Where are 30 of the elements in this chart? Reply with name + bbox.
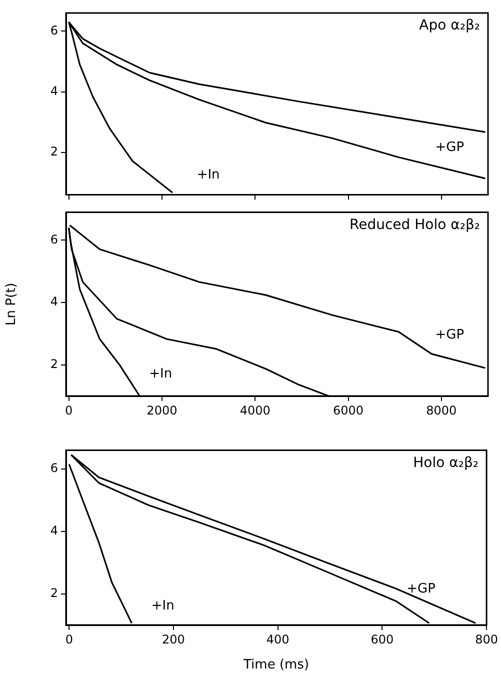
x-tick-label: 0: [64, 403, 73, 418]
annotation: +In: [149, 366, 172, 382]
annotation: +In: [196, 168, 220, 183]
y-tick-label: 2: [50, 144, 58, 159]
x-tick-label: 8000: [426, 403, 457, 418]
annotation: +GP: [435, 140, 464, 155]
x-tick-label: 800: [475, 632, 498, 646]
y-tick-label: 2: [50, 356, 58, 371]
x-tick-label: 4000: [240, 403, 270, 418]
y-tick-label: 2: [50, 586, 58, 600]
y-tick-label: 6: [50, 23, 58, 38]
annotation: +GP: [406, 582, 436, 597]
x-tick-label: 400: [266, 632, 290, 646]
y-tick-label: 6: [50, 461, 58, 476]
x-axis-title: Time (ms): [242, 658, 310, 673]
chart-title: Apo α₂β₂: [419, 18, 480, 34]
x-tick-label: 600: [370, 632, 394, 646]
y-axis-title: Ln P(t): [4, 282, 20, 326]
y-tick-label: 4: [50, 294, 58, 309]
x-tick-label: 2000: [146, 403, 178, 418]
chart-title: Holo α₂β₂: [413, 454, 479, 471]
chart-title: Reduced Holo α₂β₂: [349, 216, 480, 233]
x-tick-label: 200: [162, 632, 185, 646]
y-tick-label: 4: [50, 523, 58, 538]
annotation: +In: [151, 598, 174, 614]
x-tick-label: 6000: [332, 403, 364, 418]
y-tick-label: 6: [50, 232, 58, 246]
y-tick-label: 4: [50, 84, 58, 98]
x-tick-label: 0: [65, 632, 73, 646]
annotation: +GP: [435, 328, 464, 343]
